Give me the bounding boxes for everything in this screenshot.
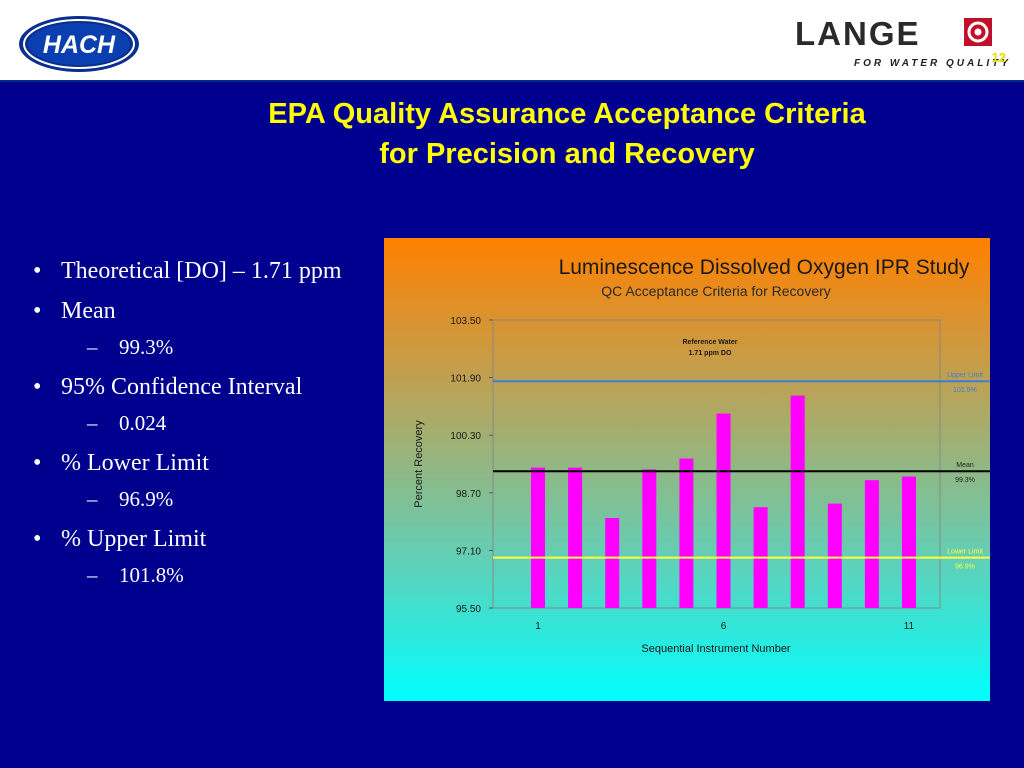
chart-title: Luminescence Dissolved Oxygen IPR Study [559, 256, 970, 279]
lange-emblem-icon [964, 18, 992, 46]
bullet-item: Theoretical [DO] – 1.71 ppm [30, 254, 375, 288]
bullet-label: Mean [30, 294, 375, 328]
reference-line-value: 101.8% [953, 387, 977, 394]
bar [568, 467, 583, 608]
bar [790, 395, 805, 608]
chart-panel: Luminescence Dissolved Oxygen IPR Study Q… [384, 238, 990, 701]
bullet-subitem: 96.9% [30, 482, 375, 516]
bar [679, 458, 694, 608]
y-tick-label: 100.30 [450, 431, 481, 442]
y-tick-label: 101.90 [450, 374, 481, 385]
bar [716, 413, 731, 608]
bar [531, 467, 545, 608]
bar [902, 476, 916, 608]
bar [605, 518, 620, 608]
x-tick-label: 1 [535, 621, 541, 632]
y-tick-label: 95.50 [456, 604, 481, 615]
bullet-label: % Upper Limit [30, 522, 375, 556]
y-tick-label: 98.70 [456, 489, 481, 500]
x-tick-label: 11 [904, 621, 915, 632]
page-number: 12 [991, 50, 1006, 65]
hach-logo-text: HACH [43, 31, 116, 59]
reference-line-name: Mean [956, 462, 974, 469]
y-tick-label: 97.10 [456, 546, 481, 557]
bar [864, 480, 879, 608]
bullet-label: % Lower Limit [30, 446, 375, 480]
hach-logo: HACH [19, 16, 139, 72]
bullet-subitem: 99.3% [30, 330, 375, 364]
reference-line-value: 96.9% [955, 564, 975, 571]
slide-title-line-1: EPA Quality Assurance Acceptance Criteri… [268, 98, 866, 130]
bullet-item: 95% Confidence Interval 0.024 [30, 370, 375, 440]
chart-annotation: 1.71 ppm DO [689, 350, 732, 357]
header-bar: HACH LANGE FOR WATER QUALITY 12 [0, 0, 1024, 82]
bullet-label: 95% Confidence Interval [30, 370, 375, 404]
chart-annotation: Reference Water [683, 339, 738, 346]
chart-subtitle: QC Acceptance Criteria for Recovery [601, 283, 831, 299]
bullet-subitem: 101.8% [30, 558, 375, 592]
bullet-subitem: 0.024 [30, 406, 375, 440]
bar [642, 469, 657, 608]
y-axis-label: Percent Recovery [413, 420, 425, 508]
lange-tagline: FOR WATER QUALITY [854, 58, 1011, 69]
recovery-chart: Luminescence Dissolved Oxygen IPR Study Q… [413, 256, 990, 655]
bullet-item: % Upper Limit 101.8% [30, 522, 375, 592]
bar [827, 503, 842, 608]
slide-title: EPA Quality Assurance Acceptance Criteri… [130, 94, 1004, 174]
bullet-label: Theoretical [DO] – 1.71 ppm [30, 254, 375, 288]
reference-line-name: Lower Limit [947, 549, 983, 556]
x-axis-label: Sequential Instrument Number [641, 643, 791, 655]
bullet-item: % Lower Limit 96.9% [30, 446, 375, 516]
lange-logo-text: LANGE [795, 15, 921, 52]
bullet-list: Theoretical [DO] – 1.71 ppm Mean 99.3% 9… [30, 248, 375, 592]
reference-line-value: 99.3% [955, 477, 975, 484]
bullet-item: Mean 99.3% [30, 294, 375, 364]
x-tick-label: 6 [721, 621, 727, 632]
y-tick-label: 103.50 [450, 316, 481, 327]
slide-title-line-2: for Precision and Recovery [379, 138, 755, 170]
reference-line-name: Upper Limit [947, 372, 983, 379]
